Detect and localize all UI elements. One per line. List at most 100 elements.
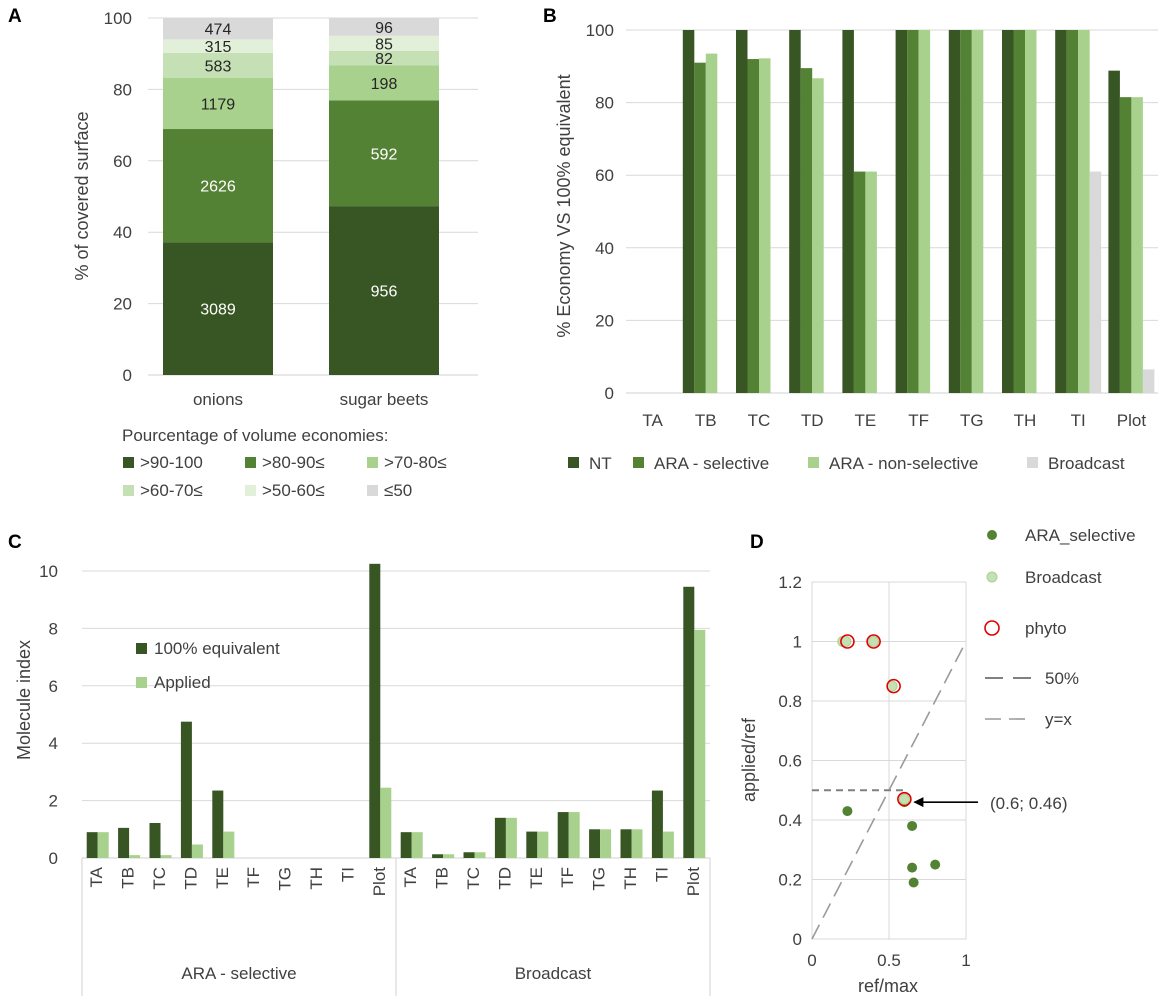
panel-c-ytick-label: 4 [49, 734, 58, 753]
panel-d: D 0 0.2 0.4 0.6 0.8 1 1.2 0 0.5 1 ref/max applied/re… [739, 526, 1136, 996]
panel-c-bar [369, 563, 381, 858]
panel-c-legend-label: Applied [154, 673, 211, 692]
panel-c-ytick-label: 6 [49, 677, 58, 696]
panel-a-bar-segment [329, 65, 439, 101]
panel-a-segment-label: 315 [205, 39, 232, 56]
panel-b-ytick-label: 0 [605, 384, 614, 403]
panel-c-bar [463, 852, 475, 858]
panel-c-bar [505, 817, 517, 858]
panel-c-bar [526, 831, 538, 858]
panel-a-legend-label: >90-100 [140, 453, 203, 472]
panel-b-bar [1119, 97, 1132, 393]
panel-c-bar [683, 586, 695, 858]
panel-b-letter: B [543, 6, 557, 27]
panel-b: B 0 20 40 60 80 100 TA TB TC TD TE TF TG TH TI Plot % Eco… [543, 6, 1158, 473]
panel-d-ytick-label: 0.2 [778, 871, 802, 890]
panel-b-bar [682, 30, 695, 393]
panel-c-legend-label: 100% equivalent [154, 639, 280, 658]
panel-a-segment-label: 82 [375, 51, 393, 68]
panel-a-ytick-label: 0 [123, 366, 132, 385]
panel-b-bar [1131, 97, 1143, 393]
panel-a-legend-swatch [245, 457, 256, 468]
panel-a-legend-label: >60-70≤ [140, 481, 203, 500]
panel-d-point-ara-selective [907, 820, 918, 831]
panel-a-ylabel: % of covered surface [72, 111, 92, 280]
panel-d-legend-label: phyto [1025, 619, 1067, 638]
panel-c-bar [160, 855, 172, 858]
panel-b-category-label: TH [1014, 411, 1037, 430]
panel-a-bar-segment [163, 242, 273, 375]
panel-a-ytick-label: 100 [104, 9, 132, 28]
panel-b-bar [1142, 369, 1155, 393]
panel-a-bar-segment [329, 18, 439, 36]
panel-d-ytick-label: 0 [793, 930, 802, 949]
panel-c-category-label: TF [558, 867, 577, 888]
panel-d-legend-label: Broadcast [1025, 568, 1102, 587]
panel-b-bar [736, 30, 748, 393]
panel-a-ytick-label: 60 [113, 152, 132, 171]
panel-c-ytick-label: 2 [49, 792, 58, 811]
panel-d-legend-label: 50% [1045, 669, 1079, 688]
panel-d-annotation-arrowhead [913, 797, 924, 808]
panel-a-ytick-label: 20 [113, 295, 132, 314]
panel-a-bar-segment [163, 18, 273, 40]
panel-a-bar-segment [329, 35, 439, 51]
panel-b-bar [853, 171, 866, 393]
panel-b-category-label: TC [748, 411, 771, 430]
panel-a-category-label: onions [193, 390, 243, 409]
panel-d-legend-marker [984, 620, 1000, 636]
panel-c-category-label: TE [527, 867, 546, 889]
panel-b-ytick-label: 60 [595, 166, 614, 185]
panel-a-legend-label: >50-60≤ [262, 481, 325, 500]
panel-c-bar [474, 852, 486, 858]
panel-c-bar [600, 829, 612, 858]
panel-b-bar [895, 30, 908, 393]
panel-a-segment-label: 583 [205, 58, 232, 75]
panel-c-bar [212, 790, 224, 858]
panel-a-bar-segment [329, 100, 439, 207]
panel-d-ytick-label: 1 [793, 633, 802, 652]
panel-b-ytick-label: 40 [595, 239, 614, 258]
panel-c-category-label: TI [338, 867, 357, 882]
panel-a-segment-label: 956 [371, 284, 398, 301]
panel-c-bar [494, 817, 506, 858]
panel-c-bar [118, 827, 130, 858]
panel-d-xtick-label: 0 [807, 951, 816, 970]
panel-b-bar [1013, 30, 1025, 393]
panel-b-bar [948, 30, 961, 393]
panel-b-legend-label: Broadcast [1048, 454, 1125, 473]
panel-b-ytick-label: 20 [595, 311, 614, 330]
panel-b-category-label: TA [642, 411, 663, 430]
panel-c-ytick-label: 8 [49, 619, 58, 638]
panel-b-category-label: TG [960, 411, 984, 430]
panel-d-ytick-label: 1.2 [778, 573, 802, 592]
panel-c-ylabel: Molecule index [14, 640, 34, 760]
panel-b-bar [1108, 70, 1120, 393]
panel-b-category-label: Plot [1117, 411, 1147, 430]
panel-c-bar [620, 829, 632, 858]
panel-c-legend-swatch [136, 643, 147, 654]
panel-a-letter: A [8, 6, 22, 27]
panel-a-segment-label: 85 [375, 36, 393, 53]
panel-c-bar [86, 832, 98, 858]
panel-b-bar [705, 53, 718, 393]
panel-c-group-label: Broadcast [515, 964, 592, 983]
panel-b-ytick-label: 100 [586, 21, 614, 40]
panel-a-legend-swatch [367, 485, 378, 496]
panel-a-segment-label: 96 [375, 20, 393, 37]
panel-c-category-label: Plot [370, 867, 389, 897]
panel-d-legend-marker [986, 571, 998, 583]
panel-b-ylabel: % Economy VS 100% equivalent [554, 74, 574, 337]
panel-b-legend-label: ARA - selective [654, 454, 769, 473]
panel-d-xtick-label: 0.5 [877, 951, 901, 970]
panel-b-bar [907, 30, 919, 393]
panel-c-letter: C [8, 532, 22, 553]
panel-a-segment-label: 198 [371, 76, 398, 93]
panel-b-bar [918, 30, 931, 393]
panel-a-segment-label: 3089 [200, 302, 236, 319]
panel-c-bar [411, 832, 423, 858]
panel-b-bar [842, 30, 854, 393]
panel-b-bar [694, 62, 706, 394]
